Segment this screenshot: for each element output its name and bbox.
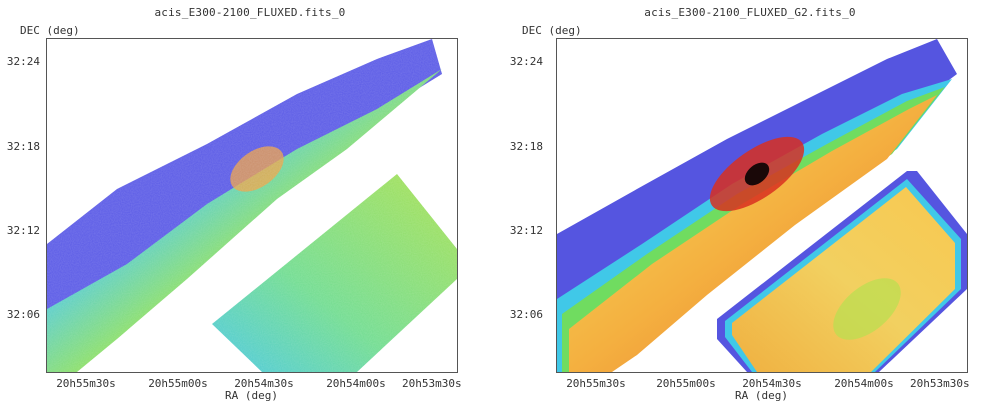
right-main-strip — [569, 95, 937, 372]
left-xtick-4: 20h54m00s — [326, 377, 386, 390]
right-lower-field — [732, 187, 955, 372]
left-image-frame[interactable] — [46, 38, 458, 373]
right-xtick-1: 20h55m30s — [566, 377, 626, 390]
right-ytick-1: 32:24 — [509, 55, 543, 68]
right-ytick-3: 32:12 — [509, 224, 543, 237]
right-fits-image — [557, 39, 967, 372]
left-xtick-1: 20h55m30s — [56, 377, 116, 390]
left-xtick-2: 20h55m00s — [148, 377, 208, 390]
right-ytick-2: 32:18 — [509, 140, 543, 153]
left-ytick-3: 32:12 — [6, 224, 40, 237]
right-ytick-4: 32:06 — [509, 308, 543, 321]
left-ytick-2: 32:18 — [6, 140, 40, 153]
right-xtick-4: 20h54m00s — [834, 377, 894, 390]
left-image-panel: acis_E300-2100_FLUXED.fits_0 DEC (deg) 3… — [6, 6, 462, 402]
right-image-frame[interactable] — [556, 38, 968, 373]
right-xtick-3: 20h54m30s — [742, 377, 802, 390]
right-x-axis-label: RA (deg) — [735, 389, 788, 402]
left-x-axis-label: RA (deg) — [225, 389, 278, 402]
left-xtick-5: 20h53m30s — [402, 377, 462, 390]
left-ytick-1: 32:24 — [6, 55, 40, 68]
right-peak-spot — [744, 162, 770, 186]
right-image-panel: acis_E300-2100_FLUXED_G2.fits_0 DEC (deg… — [500, 0, 1000, 410]
right-lower-green-patch — [833, 278, 901, 340]
right-panel-title: acis_E300-2100_FLUXED_G2.fits_0 — [644, 6, 856, 19]
left-xtick-3: 20h54m30s — [234, 377, 294, 390]
right-xtick-2: 20h55m00s — [656, 377, 716, 390]
left-panel-title: acis_E300-2100_FLUXED.fits_0 — [154, 6, 346, 19]
left-ytick-4: 32:06 — [6, 308, 40, 321]
left-y-axis-label: DEC (deg) — [20, 24, 80, 37]
right-y-axis-label: DEC (deg) — [522, 24, 582, 37]
left-fits-image — [47, 39, 457, 372]
right-xtick-5: 20h53m30s — [910, 377, 970, 390]
